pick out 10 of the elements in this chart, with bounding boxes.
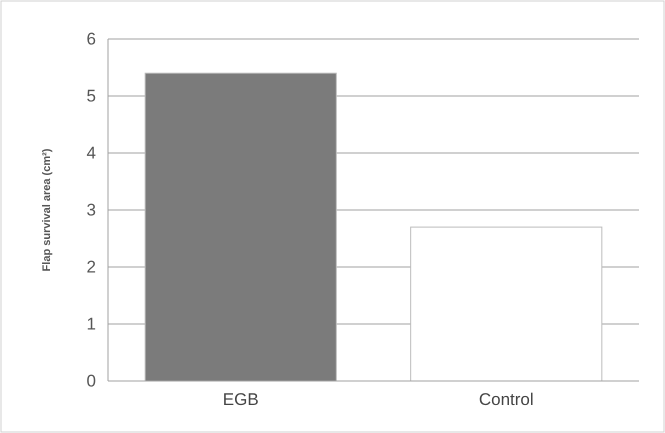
y-tick-label: 1 [86,314,96,334]
x-tick-label: Control [478,390,534,410]
y-tick-label: 6 [86,29,96,48]
y-tick-label: 5 [86,86,96,106]
y-tick-label: 4 [86,143,96,162]
y-tick-label: 0 [86,371,96,390]
x-tick-label: EGB [222,390,259,410]
y-tick-label: 3 [86,200,96,220]
y-tick-label: 2 [86,257,96,276]
y-axis-title: Flap survival area (cm²) [41,148,53,272]
